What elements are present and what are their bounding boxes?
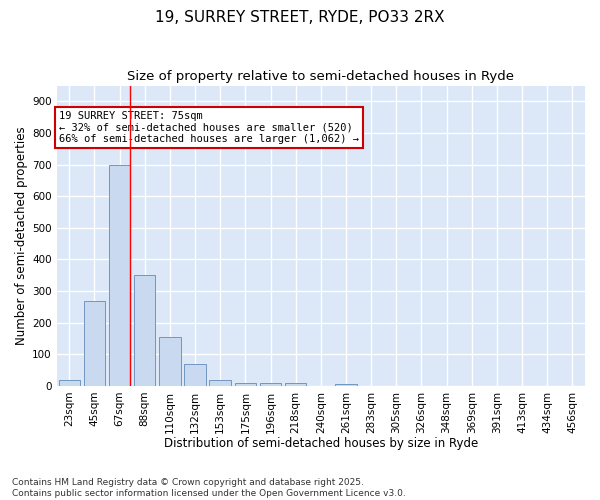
Bar (109, 164, 130, 386)
Bar (134, 275, 155, 386)
Text: 19, SURREY STREET, RYDE, PO33 2RX: 19, SURREY STREET, RYDE, PO33 2RX (155, 10, 445, 25)
Bar (235, 382, 256, 386)
Bar (285, 384, 307, 386)
Bar (184, 364, 206, 386)
X-axis label: Distribution of semi-detached houses by size in Ryde: Distribution of semi-detached houses by … (164, 437, 478, 450)
Text: 19 SURREY STREET: 75sqm
← 32% of semi-detached houses are smaller (520)
66% of s: 19 SURREY STREET: 75sqm ← 32% of semi-de… (59, 111, 359, 144)
Y-axis label: Number of semi-detached properties: Number of semi-detached properties (15, 126, 28, 345)
Bar (83, 300, 105, 386)
Bar (260, 382, 281, 386)
Text: Contains HM Land Registry data © Crown copyright and database right 2025.
Contai: Contains HM Land Registry data © Crown c… (12, 478, 406, 498)
Bar (59, 380, 80, 386)
Bar (335, 384, 356, 386)
Title: Size of property relative to semi-detached houses in Ryde: Size of property relative to semi-detach… (127, 70, 514, 83)
Bar (209, 380, 231, 386)
Bar (159, 337, 181, 386)
